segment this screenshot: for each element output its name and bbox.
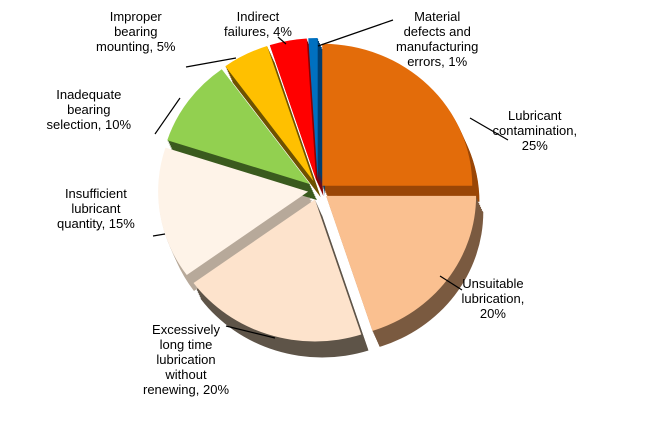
slice-label-2: Excessively long time lubrication without re… [143,322,229,397]
slice-label-line: failures, 4% [224,24,292,39]
slice-label-line: bearing [114,24,158,39]
leader-line-6 [277,36,287,45]
slice-label-line: manufacturing [396,39,479,54]
pie-slice-0 [322,43,473,186]
slice-label-line: contamination, [492,123,578,138]
leader-line-0 [469,117,509,141]
slice-label-line: long time [159,337,213,352]
leader-line-1 [439,275,463,291]
slice-label-7: Material defects and manufacturing errors, … [396,9,478,69]
slice-label-line: quantity, 15% [57,216,135,231]
pie-slice-5 [225,46,314,182]
slice-label-line: lubrication [156,352,216,367]
slice-label-line: lubricant [71,201,121,216]
slice-label-line: 20% [479,306,506,321]
slice-label-line: without [165,367,207,382]
slice-label-line: Insufficient [64,186,127,201]
slice-label-5: Improper bearing mounting, 5% [96,9,176,54]
slice-label-line: bearing [67,102,111,117]
slice-label-line: Unsuitable [462,276,524,291]
slice-label-line: renewing, 20% [143,382,229,397]
leader-line-2 [225,325,276,339]
pie-slice-4 [167,69,310,185]
slice-label-3: Insufficient lubricant quantity, 15% [57,186,135,231]
slice-label-line: 25% [521,138,548,153]
pie-slice-6 [269,38,317,181]
pie-slice-1 [326,195,477,331]
slice-label-1: Unsuitable lubrication, 20% [462,276,525,321]
slice-label-line: errors, 1% [407,54,468,69]
leader-line-5 [185,57,237,68]
pie-slice-7 [308,38,318,181]
slice-label-line: Excessively [152,322,220,337]
leader-line-7 [317,19,394,47]
slice-label-4: Inadequate bearing selection, 10% [47,87,132,132]
slice-label-line: mounting, 5% [96,39,176,54]
slice-label-line: defects and [403,24,471,39]
slice-label-line: lubrication, [461,291,525,306]
slice-label-line: Material [414,9,461,24]
leader-line-3 [152,233,166,237]
slice-label-line: Indirect [236,9,280,24]
slice-label-line: Lubricant [508,108,562,123]
leader-line-4 [154,97,181,135]
slice-label-line: Inadequate [56,87,122,102]
slice-label-line: selection, 10% [46,117,132,132]
slice-label-0: Lubricant contamination, 25% [493,108,578,153]
slice-label-line: Improper [109,9,162,24]
slice-label-6: Indirect failures, 4% [224,9,292,39]
pie-slice-2 [193,199,362,342]
pie-slice-3 [158,147,309,276]
